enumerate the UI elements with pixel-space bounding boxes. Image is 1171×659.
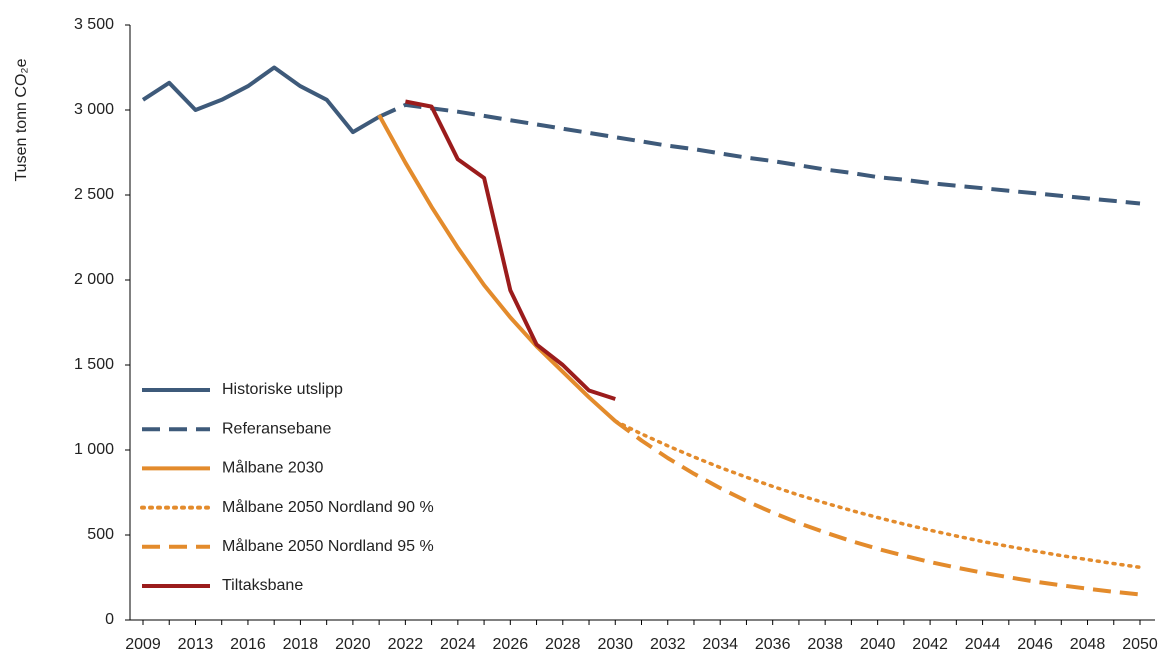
series-line	[613, 419, 1142, 570]
series-line	[377, 114, 617, 423]
x-tick-label: 2040	[860, 636, 896, 653]
legend-label: Historiske utslipp	[222, 381, 343, 398]
legend-label: Referansebane	[222, 420, 332, 437]
x-tick-label: 2038	[807, 636, 843, 653]
x-tick-label: 2050	[1122, 636, 1158, 653]
x-tick-label: 2048	[1070, 636, 1106, 653]
y-axis-label: Tusen tonn CO₂e	[13, 58, 30, 181]
x-tick-label: 2046	[1017, 636, 1053, 653]
x-tick-label: 2044	[965, 636, 1001, 653]
series-line	[378, 102, 1141, 206]
legend-label: Målbane 2050 Nordland 90 %	[222, 498, 434, 516]
x-tick-label: 2032	[650, 636, 686, 653]
x-tick-label: 2028	[545, 636, 581, 653]
legend-label: Målbane 2030	[222, 459, 324, 477]
x-tick-label: 2018	[283, 636, 319, 653]
series-line	[405, 99, 616, 401]
y-tick-label: 2 500	[74, 186, 114, 203]
x-tick-label: 2022	[388, 636, 424, 653]
x-tick-label: 2034	[702, 636, 738, 653]
x-tick-label: 2009	[125, 636, 161, 653]
x-tick-label: 2030	[597, 636, 633, 653]
y-tick-label: 1 000	[74, 441, 114, 458]
series-line	[141, 65, 381, 135]
x-tick-label: 2020	[335, 636, 371, 653]
y-tick-label: 1 500	[74, 356, 114, 373]
x-tick-label: 2042	[912, 636, 948, 653]
x-tick-label: 2024	[440, 636, 476, 653]
y-tick-label: 500	[87, 526, 114, 543]
y-tick-label: 3 000	[74, 101, 114, 118]
x-tick-label: 2026	[493, 636, 529, 653]
legend-label: Tiltaksbane	[222, 577, 303, 594]
x-tick-label: 2036	[755, 636, 791, 653]
x-tick-label: 2013	[178, 636, 214, 653]
y-tick-label: 2 000	[74, 271, 114, 288]
y-tick-label: 3 500	[74, 16, 114, 33]
series-line	[614, 419, 1141, 597]
x-tick-label: 2016	[230, 636, 266, 653]
y-tick-label: 0	[105, 611, 114, 628]
legend-label: Målbane 2050 Nordland 95 %	[222, 537, 434, 555]
